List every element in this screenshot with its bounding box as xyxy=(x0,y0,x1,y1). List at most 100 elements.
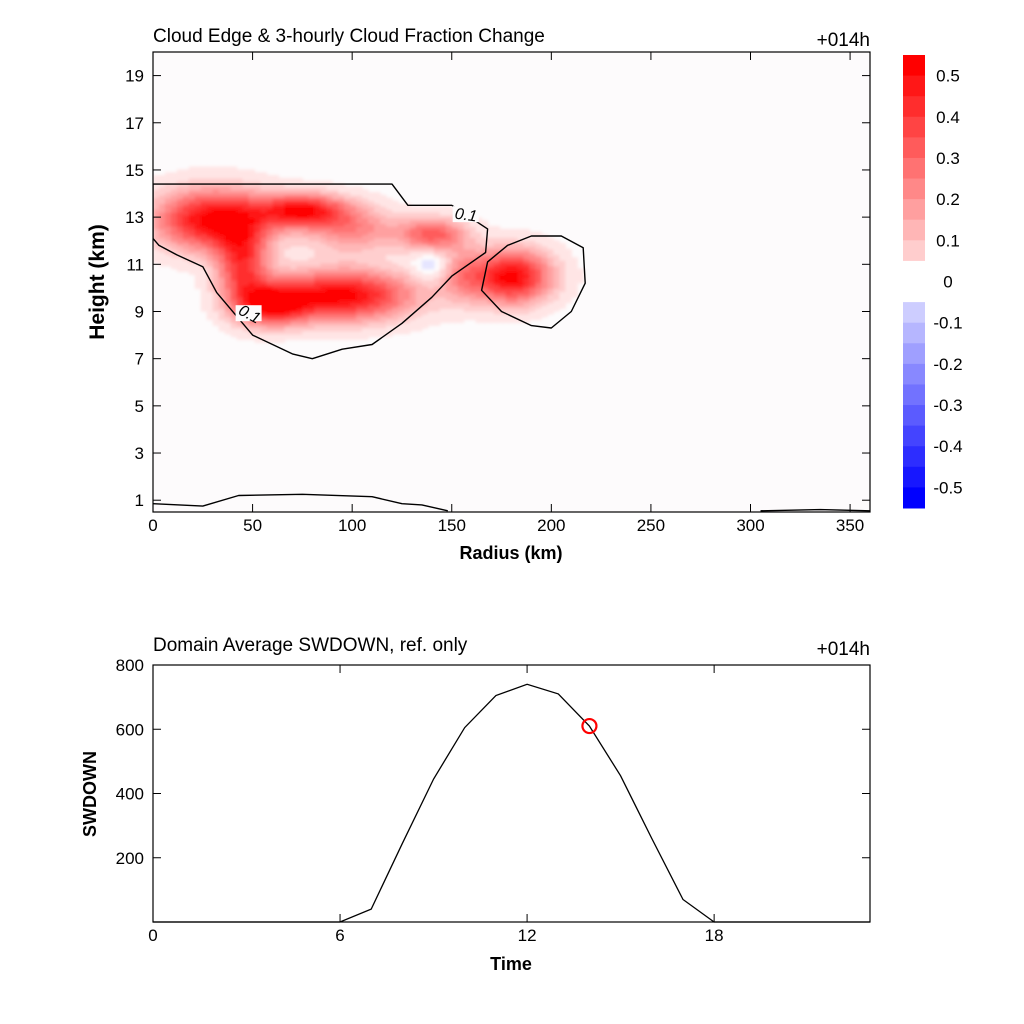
heatmap-cell xyxy=(505,288,513,292)
heatmap-cell xyxy=(421,319,429,323)
heatmap-cell xyxy=(200,279,208,284)
heatmap-cell xyxy=(296,251,303,255)
heatmap-cell xyxy=(260,316,268,321)
heatmap-cell xyxy=(374,311,381,315)
heatmap-cell xyxy=(386,277,393,281)
heatmap-cell xyxy=(182,251,190,255)
heatmap-cell xyxy=(230,180,238,185)
heatmap-cell xyxy=(386,325,393,329)
heatmap-cell xyxy=(230,265,238,270)
heatmap-cell xyxy=(230,169,238,173)
heatmap-cell xyxy=(386,316,393,321)
heatmap-cell xyxy=(445,217,453,222)
heatmap-cell xyxy=(523,245,531,250)
heatmap-cell xyxy=(338,288,345,292)
heatmap-cell xyxy=(200,294,208,298)
heatmap-cell xyxy=(451,282,459,287)
heatmap-cell xyxy=(254,285,262,289)
x-tick-label: 50 xyxy=(243,516,262,535)
heatmap-cell xyxy=(308,200,315,205)
heatmap-cell xyxy=(254,197,262,202)
heatmap-cell xyxy=(260,288,268,292)
heatmap-cell xyxy=(338,285,345,289)
heatmap-cell xyxy=(272,189,280,193)
heatmap-cell xyxy=(153,234,160,239)
heatmap-cell xyxy=(386,231,393,236)
heatmap-cell xyxy=(212,237,220,241)
heatmap-cell xyxy=(194,209,202,213)
heatmap-cell xyxy=(517,285,525,289)
contour-line xyxy=(480,235,586,329)
heatmap-cell xyxy=(392,203,399,207)
heatmap-cell xyxy=(308,288,315,292)
heatmap-cell xyxy=(248,217,256,222)
heatmap-cell xyxy=(457,299,465,304)
heatmap-cell xyxy=(439,214,447,219)
heatmap-cell xyxy=(529,311,536,315)
heatmap-cell xyxy=(481,231,489,236)
heatmap-cell xyxy=(451,260,459,264)
heatmap-cell xyxy=(272,322,280,326)
heatmap-cell xyxy=(206,308,214,312)
heatmap-cell xyxy=(362,319,369,323)
heatmap-cell xyxy=(553,285,560,289)
heatmap-cell xyxy=(445,228,453,233)
heatmap-cell xyxy=(374,319,381,323)
heatmap-cell xyxy=(565,288,572,292)
heatmap-cell xyxy=(230,316,238,321)
heatmap-cell xyxy=(308,313,315,318)
heatmap-cell xyxy=(206,177,214,182)
heatmap-cell xyxy=(529,237,536,241)
heatmap-cell xyxy=(194,180,202,185)
heatmap-cell xyxy=(242,194,250,199)
heatmap-cell xyxy=(344,217,351,222)
heatmap-cell xyxy=(374,209,381,213)
heatmap-cell xyxy=(218,325,226,329)
heatmap-cell xyxy=(176,234,184,239)
heatmap-cell xyxy=(302,220,309,224)
heatmap-cell xyxy=(344,192,351,196)
heatmap-cell xyxy=(176,231,184,236)
heatmap-cell xyxy=(571,257,578,261)
heatmap-cell xyxy=(284,203,292,207)
heatmap-cell xyxy=(338,271,345,275)
heatmap-cell xyxy=(230,234,238,239)
heatmap-cell xyxy=(194,172,202,176)
heatmap-cell xyxy=(284,319,292,323)
heatmap-cell xyxy=(314,330,321,335)
heatmap-cell xyxy=(439,291,447,295)
heatmap-cell xyxy=(314,243,321,247)
heatmap-cell xyxy=(403,325,411,329)
heatmap-cell xyxy=(475,251,483,255)
heatmap-cell xyxy=(362,200,369,205)
heatmap-cell xyxy=(260,268,268,272)
heatmap-cell xyxy=(302,226,309,230)
heatmap-cell xyxy=(170,260,178,264)
heatmap-cell xyxy=(541,265,548,270)
heatmap-cell xyxy=(242,328,250,332)
heatmap-cell xyxy=(451,311,459,315)
heatmap-cell xyxy=(356,257,363,261)
heatmap-cell xyxy=(475,271,483,275)
heatmap-cell xyxy=(356,209,363,213)
heatmap-cell xyxy=(499,316,507,321)
heatmap-cell xyxy=(248,277,256,281)
heatmap-cell xyxy=(218,248,226,253)
heatmap-cell xyxy=(362,302,369,306)
colorbar: 0.50.40.30.20.10-0.1-0.2-0.3-0.4-0.5 xyxy=(903,55,963,509)
bottom-chart-time-label: +014h xyxy=(817,639,870,660)
heatmap-cell xyxy=(457,308,465,312)
heatmap-cell xyxy=(362,330,369,335)
heatmap-cell xyxy=(242,180,250,185)
heatmap-cell xyxy=(541,285,548,289)
heatmap-cell xyxy=(386,302,393,306)
heatmap-cell xyxy=(158,197,166,202)
heatmap-cell xyxy=(188,180,196,185)
heatmap-cell xyxy=(212,166,220,171)
heatmap-cell xyxy=(254,274,262,278)
heatmap-cell xyxy=(266,200,274,205)
heatmap-cell xyxy=(571,294,578,298)
heatmap-cell xyxy=(260,177,268,182)
heatmap-cell xyxy=(511,248,519,253)
heatmap-cell xyxy=(505,240,513,244)
